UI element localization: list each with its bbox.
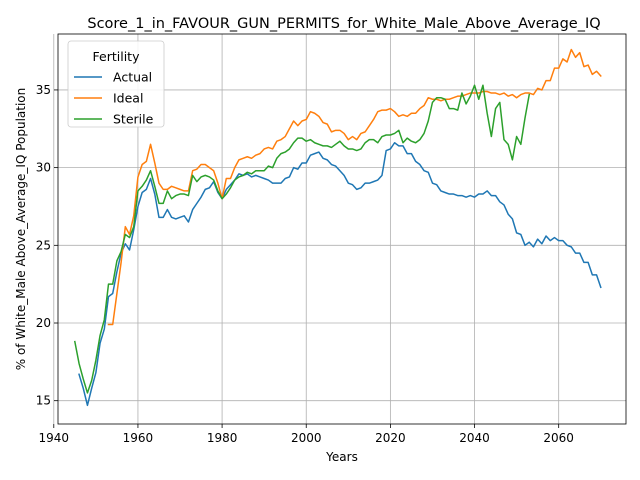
y-axis-label: % of White_Male Above_Average_IQ Populat…: [14, 88, 28, 371]
y-tick-label: 25: [36, 238, 51, 252]
series-layer: [73, 48, 602, 407]
x-tick-label: 1960: [123, 431, 154, 445]
legend-box: [67, 40, 165, 128]
series-line-ideal: [107, 48, 602, 326]
x-tick-label: 2000: [291, 431, 322, 445]
y-axis: 15 20 25 30 35: [36, 83, 58, 408]
x-tick-label: 2060: [543, 431, 574, 445]
legend-label-sterile: Sterile: [113, 112, 154, 127]
x-tick-label: 1980: [207, 431, 238, 445]
y-tick-label: 20: [36, 316, 51, 330]
x-axis: 1940 1960 1980 2000 2020 2040 2060: [39, 424, 574, 445]
y-tick-label: 35: [36, 83, 51, 97]
legend: Fertility Actual Ideal Sterile: [67, 40, 165, 128]
series-line-actual: [78, 142, 602, 407]
y-tick-label: 30: [36, 161, 51, 175]
legend-title: Fertility: [93, 49, 141, 64]
x-tick-label: 1940: [39, 431, 70, 445]
x-tick-label: 2020: [375, 431, 406, 445]
x-axis-label: Years: [325, 450, 358, 464]
legend-items: Actual Ideal Sterile: [74, 70, 154, 127]
series-line-sterile: [73, 84, 531, 394]
legend-label-ideal: Ideal: [113, 91, 143, 106]
chart-title: Score_1_in_FAVOUR_GUN_PERMITS_for_White_…: [87, 16, 600, 32]
x-tick-label: 2040: [459, 431, 490, 445]
legend-label-actual: Actual: [113, 70, 152, 85]
y-tick-label: 15: [36, 394, 51, 408]
plot-frame: [57, 33, 627, 425]
